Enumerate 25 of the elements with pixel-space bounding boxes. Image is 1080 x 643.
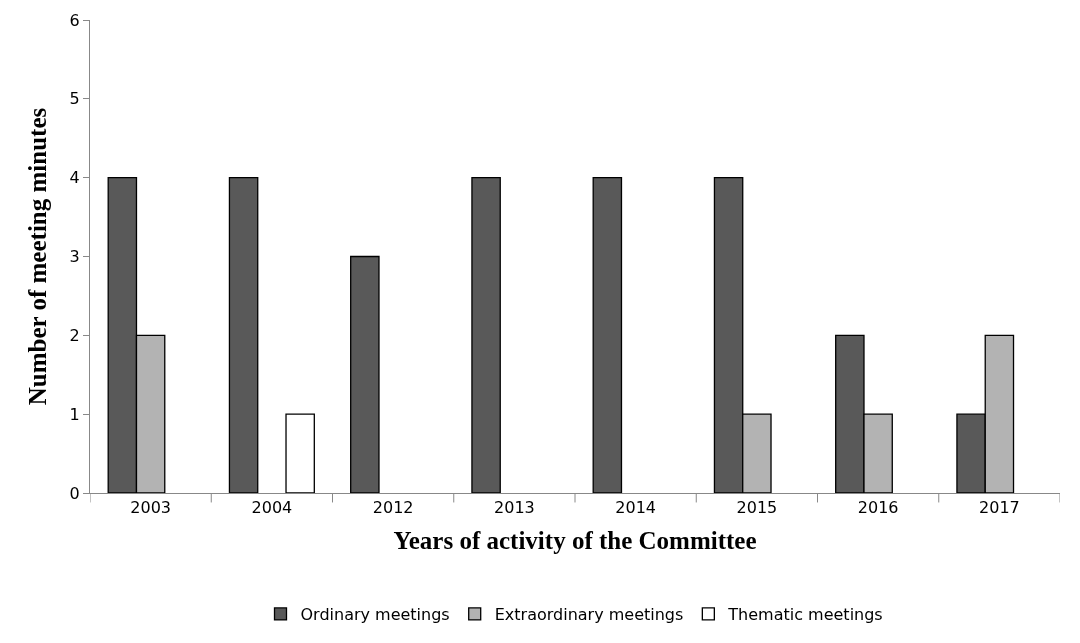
x-tick-label: 2013 <box>494 498 535 518</box>
x-tick-label: 2004 <box>251 498 293 518</box>
x-tick-label: 2015 <box>736 498 778 518</box>
y-tick-label: 2 <box>69 325 80 345</box>
x-tick-label: 2003 <box>130 498 171 518</box>
x-axis-title: Years of activity of the Committee <box>393 527 757 555</box>
x-tick-label: 2016 <box>857 498 899 518</box>
y-tick-label: 1 <box>69 404 80 424</box>
y-axis-title: Number of meeting minutes <box>24 107 52 406</box>
y-tick-label: 4 <box>69 168 80 188</box>
legend-label: Extraordinary meetings <box>494 605 684 625</box>
bar <box>350 255 380 493</box>
bar <box>228 177 259 493</box>
legend-label: Thematic meetings <box>727 605 883 625</box>
y-tick-label: 3 <box>69 247 80 267</box>
y-tick-label: 0 <box>69 483 80 503</box>
y-tick-label: 6 <box>69 10 80 30</box>
bar <box>285 413 315 493</box>
legend-label: Ordinary meetings <box>300 605 450 625</box>
x-tick-label: 2012 <box>372 498 414 518</box>
y-tick-label: 5 <box>69 89 80 109</box>
bar <box>471 177 501 493</box>
bar <box>592 177 623 493</box>
x-tick-label: 2014 <box>615 498 656 518</box>
x-tick-label: 2017 <box>979 498 1020 518</box>
